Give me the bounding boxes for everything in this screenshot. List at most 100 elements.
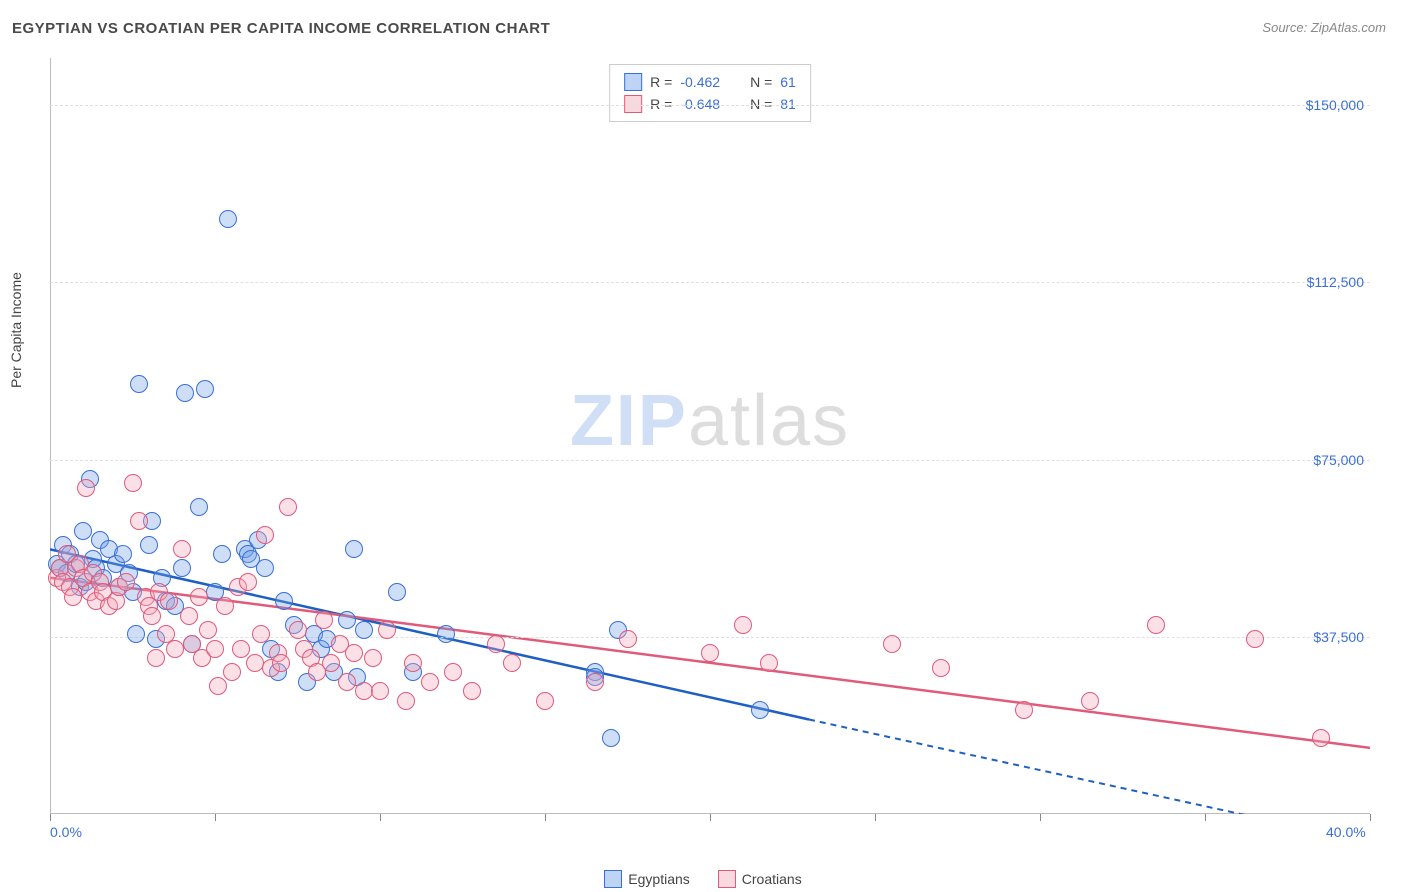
data-point-croatians	[117, 573, 135, 591]
data-point-croatians	[397, 692, 415, 710]
data-point-croatians	[355, 682, 373, 700]
x-tick-label: 40.0%	[1326, 824, 1366, 840]
x-tick	[50, 814, 51, 821]
data-point-croatians	[1312, 729, 1330, 747]
stat-row-croatians: R = -0.648 N = 81	[624, 93, 796, 115]
data-point-croatians	[586, 673, 604, 691]
data-point-croatians	[173, 540, 191, 558]
data-point-croatians	[1147, 616, 1165, 634]
legend-label: Egyptians	[628, 871, 689, 887]
data-point-egyptians	[256, 559, 274, 577]
data-point-egyptians	[127, 625, 145, 643]
gridline	[50, 105, 1370, 106]
data-point-croatians	[734, 616, 752, 634]
data-point-egyptians	[219, 210, 237, 228]
data-point-egyptians	[114, 545, 132, 563]
data-point-croatians	[289, 621, 307, 639]
data-point-croatians	[487, 635, 505, 653]
data-point-croatians	[216, 597, 234, 615]
data-point-croatians	[64, 588, 82, 606]
legend-swatch-egyptians	[604, 870, 622, 888]
legend-item-egyptians: Egyptians	[604, 870, 689, 888]
data-point-egyptians	[275, 592, 293, 610]
data-point-croatians	[124, 474, 142, 492]
data-point-egyptians	[213, 545, 231, 563]
y-tick-label: $75,000	[1313, 452, 1364, 468]
y-axis	[50, 58, 51, 814]
y-tick-label: $37,500	[1313, 629, 1364, 645]
data-point-croatians	[444, 663, 462, 681]
source-label: Source: ZipAtlas.com	[1262, 20, 1386, 35]
x-tick-label: 0.0%	[50, 824, 82, 840]
plot-area: ZIPatlas R = -0.462N = 61R = -0.648 N = 8…	[50, 58, 1370, 814]
swatch-egyptians	[624, 73, 642, 91]
trend-lines	[50, 58, 1370, 814]
x-tick	[1205, 814, 1206, 821]
x-tick	[1370, 814, 1371, 821]
data-point-croatians	[272, 654, 290, 672]
data-point-croatians	[315, 611, 333, 629]
series-legend: Egyptians Croatians	[0, 870, 1406, 888]
data-point-egyptians	[345, 540, 363, 558]
y-tick-label: $112,500	[1307, 274, 1364, 290]
watermark: ZIPatlas	[570, 380, 850, 462]
data-point-egyptians	[355, 621, 373, 639]
data-point-croatians	[232, 640, 250, 658]
data-point-croatians	[130, 512, 148, 530]
data-point-croatians	[463, 682, 481, 700]
data-point-egyptians	[388, 583, 406, 601]
data-point-croatians	[364, 649, 382, 667]
data-point-croatians	[252, 625, 270, 643]
legend-item-croatians: Croatians	[718, 870, 802, 888]
data-point-egyptians	[196, 380, 214, 398]
data-point-croatians	[883, 635, 901, 653]
stat-N-label: N =	[750, 71, 772, 93]
x-tick	[1040, 814, 1041, 821]
data-point-egyptians	[602, 729, 620, 747]
x-tick	[875, 814, 876, 821]
data-point-croatians	[279, 498, 297, 516]
stat-R-value: -0.648	[680, 93, 720, 115]
data-point-croatians	[77, 479, 95, 497]
data-point-egyptians	[140, 536, 158, 554]
data-point-croatians	[322, 654, 340, 672]
data-point-croatians	[1081, 692, 1099, 710]
stat-R-label: R =	[650, 93, 672, 115]
swatch-croatians	[624, 95, 642, 113]
stat-N-value: 61	[780, 71, 796, 93]
x-tick	[380, 814, 381, 821]
data-point-croatians	[503, 654, 521, 672]
gridline	[50, 637, 1370, 638]
data-point-croatians	[371, 682, 389, 700]
gridline	[50, 460, 1370, 461]
stat-N-value: 81	[780, 93, 796, 115]
data-point-croatians	[404, 654, 422, 672]
stat-R-label: R =	[650, 71, 672, 93]
y-axis-label: Per Capita Income	[8, 272, 24, 388]
data-point-croatians	[206, 640, 224, 658]
data-point-croatians	[619, 630, 637, 648]
data-point-croatians	[760, 654, 778, 672]
gridline	[50, 282, 1370, 283]
stat-N-label: N =	[750, 93, 772, 115]
x-tick	[710, 814, 711, 821]
data-point-croatians	[1246, 630, 1264, 648]
data-point-croatians	[190, 588, 208, 606]
data-point-egyptians	[173, 559, 191, 577]
x-tick	[545, 814, 546, 821]
data-point-croatians	[223, 663, 241, 681]
chart-title: EGYPTIAN VS CROATIAN PER CAPITA INCOME C…	[12, 20, 550, 37]
data-point-egyptians	[751, 701, 769, 719]
data-point-croatians	[345, 644, 363, 662]
data-point-egyptians	[437, 625, 455, 643]
y-tick-label: $150,000	[1306, 97, 1364, 113]
data-point-croatians	[143, 607, 161, 625]
data-point-egyptians	[190, 498, 208, 516]
data-point-egyptians	[176, 384, 194, 402]
data-point-egyptians	[130, 375, 148, 393]
data-point-croatians	[199, 621, 217, 639]
data-point-croatians	[932, 659, 950, 677]
data-point-croatians	[338, 673, 356, 691]
stat-row-egyptians: R = -0.462N = 61	[624, 71, 796, 93]
stats-legend: R = -0.462N = 61R = -0.648 N = 81	[609, 64, 811, 122]
